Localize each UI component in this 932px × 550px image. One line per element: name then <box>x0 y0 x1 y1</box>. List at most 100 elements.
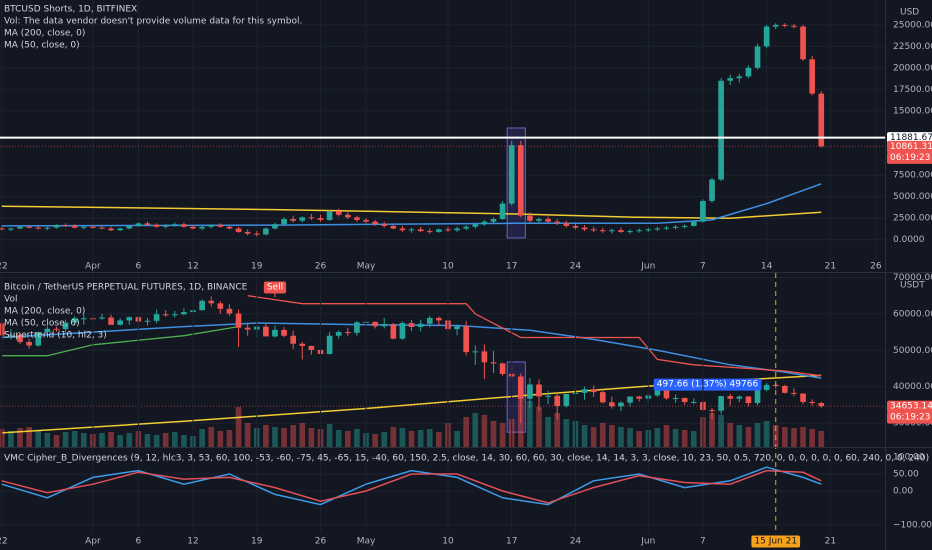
candle-body <box>190 226 196 229</box>
line <box>1 322 822 380</box>
line <box>247 295 822 377</box>
candle-body <box>226 308 233 314</box>
candle-body <box>272 329 278 337</box>
candle-body <box>153 225 160 227</box>
candle-body <box>463 226 469 229</box>
legend-note: Vol: The data vendor doesn't provide vol… <box>4 17 302 27</box>
candle-body <box>390 324 397 339</box>
volume-bar <box>272 427 278 447</box>
volume-bar <box>481 415 488 447</box>
volume-bar <box>44 433 51 447</box>
x-tick-label: 10 <box>442 537 454 547</box>
volume-bar <box>235 407 242 447</box>
candle-body <box>527 384 533 399</box>
price-annotation: 497.66 (1.37%) 49766 <box>657 380 759 390</box>
candle-body <box>62 225 69 227</box>
candle-body <box>199 226 205 229</box>
candle-body <box>718 396 724 411</box>
candle-body <box>26 226 32 228</box>
legend-top: BTCUSD Shorts, 1D, BITFINEX Vol: The dat… <box>4 5 302 51</box>
candle-body <box>335 211 342 215</box>
x-tick-label: 26 <box>315 537 327 547</box>
volume-bar <box>144 434 151 447</box>
y-tick-label: 7500.0000 <box>893 171 932 181</box>
volume-bar <box>527 401 533 447</box>
candle-body <box>390 225 397 229</box>
volume-bar <box>663 425 670 447</box>
volume-bar <box>126 433 133 447</box>
volume-bar <box>499 423 506 447</box>
volume-bar <box>554 413 561 447</box>
candle-body <box>263 326 269 337</box>
volume-bar <box>344 431 351 447</box>
candle-body <box>599 230 606 232</box>
y-tick-label: 25000.0000 <box>893 20 932 30</box>
volume-bar <box>654 428 661 447</box>
candle-body <box>99 227 105 229</box>
volume-bar <box>281 428 287 447</box>
candle-body <box>244 231 251 234</box>
volume-bar <box>226 430 233 447</box>
hline-label: 11881.6713 <box>890 133 932 143</box>
candle-body <box>372 221 378 225</box>
candle-body <box>754 389 761 404</box>
candle-body <box>563 223 570 226</box>
x-tick-label: Jun <box>640 262 655 272</box>
volume-bar <box>263 425 269 447</box>
candle-body <box>800 26 806 60</box>
candle-body <box>727 396 734 399</box>
candle-body <box>399 322 406 339</box>
candle-body <box>517 145 524 216</box>
candle-body <box>71 225 78 228</box>
candle-body <box>53 225 60 228</box>
volume-bar <box>609 425 615 447</box>
volume-bar <box>181 435 187 447</box>
x-tick-label: May <box>357 537 376 547</box>
candle-body <box>709 179 715 202</box>
last-price-label-box <box>887 400 932 413</box>
candle-body <box>545 219 551 222</box>
volume-bar <box>782 427 788 447</box>
candle-body <box>199 300 205 311</box>
countdown-label-box <box>887 151 932 164</box>
candle-body <box>53 328 60 330</box>
candle-body <box>736 76 743 79</box>
volume-bar <box>545 417 551 447</box>
candle-body <box>8 228 14 230</box>
legend-bottom: Bitcoin / TetherUS PERPETUAL FUTURES, 1D… <box>4 283 248 341</box>
volume-bar <box>426 429 433 447</box>
x-tick-label: 22 <box>0 262 8 272</box>
candle-body <box>663 227 670 229</box>
candle-body <box>326 335 333 354</box>
x-tick-label: May <box>357 262 376 272</box>
candle-body <box>436 229 442 232</box>
candle-body <box>217 303 224 309</box>
last-price-label: 34653.14 <box>890 402 932 412</box>
candle-body <box>181 312 187 315</box>
volume-bar <box>71 431 78 447</box>
volume-bar <box>690 431 697 447</box>
legend-title: Bitcoin / TetherUS PERPETUAL FUTURES, 1D… <box>4 283 248 293</box>
x-tick-label: Apr <box>85 262 101 272</box>
candle-body <box>62 322 69 330</box>
candle-body <box>681 397 688 402</box>
candle-body <box>809 401 815 404</box>
legend-entry: Supertrend (10, hl2, 3) <box>4 331 107 341</box>
y-tick-label: 5000.0000 <box>893 192 932 202</box>
candle-body <box>645 229 652 231</box>
candle-body <box>636 396 642 399</box>
candle-body <box>727 78 734 81</box>
volume-bar <box>709 413 715 447</box>
candle-body <box>226 226 233 229</box>
candle-body <box>417 323 424 327</box>
candle-body <box>299 217 306 221</box>
candle-body <box>208 225 215 227</box>
x-tick-label: 21 <box>825 537 836 547</box>
x-tick-label: 22 <box>0 537 8 547</box>
candle-body <box>618 402 624 407</box>
candle-body <box>399 228 406 231</box>
candle-body <box>436 317 442 321</box>
legend-entry: MA (50, close, 0) <box>4 319 80 329</box>
legend-entry: Vol <box>4 295 17 305</box>
